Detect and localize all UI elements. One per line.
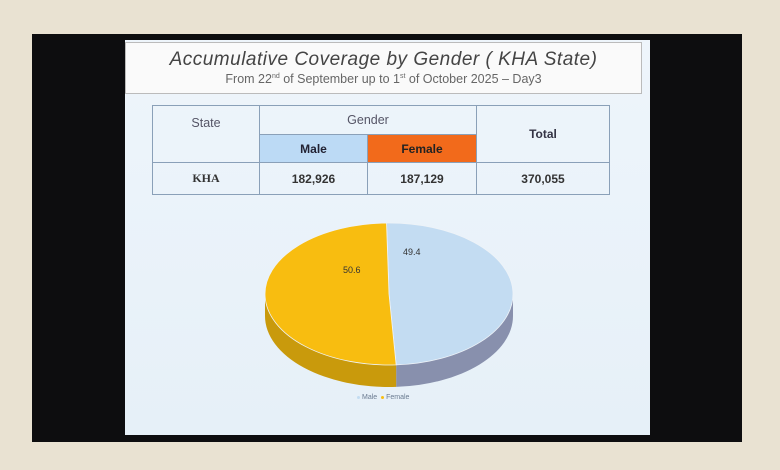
title-box: Accumulative Coverage by Gender ( KHA St…: [125, 42, 642, 94]
legend-label-male: Male: [362, 394, 378, 401]
pie-side-male: [396, 294, 513, 387]
legend-swatch-male: [357, 395, 360, 399]
subtitle-sup: st: [399, 72, 406, 80]
header-state: State: [152, 105, 260, 163]
subtitle-part: From 22: [225, 72, 272, 86]
pie-slice-female: [264, 222, 397, 366]
header-female: Female: [367, 134, 477, 163]
legend-label-female: Female: [386, 394, 410, 401]
cell-female: 187,129: [367, 162, 477, 195]
slide-subtitle: From 22nd of September up to 1st of Octo…: [126, 72, 641, 86]
legend-swatch-female: [381, 395, 385, 399]
header-total: Total: [476, 105, 610, 163]
slide-title: Accumulative Coverage by Gender ( KHA St…: [169, 49, 598, 70]
cell-state: KHA: [152, 162, 260, 195]
slide: Accumulative Coverage by Gender ( KHA St…: [125, 40, 650, 435]
subtitle-sup: nd: [271, 72, 280, 80]
chart-legend: Male Female: [357, 394, 409, 401]
header-male: Male: [259, 134, 368, 163]
data-label-female: 50.6: [343, 265, 361, 275]
cell-total: 370,055: [476, 162, 610, 195]
coverage-table: State Gender Total Male Female KHA 182,9…: [152, 105, 610, 195]
subtitle-part: of October 2025 – Day3: [405, 72, 542, 86]
pie-slice-male: [386, 222, 514, 366]
cell-male: 182,926: [259, 162, 368, 195]
subtitle-part: of September up to 1: [279, 72, 400, 86]
data-label-male: 49.4: [403, 247, 421, 257]
pie-chart: 49.4 50.6: [264, 222, 514, 387]
